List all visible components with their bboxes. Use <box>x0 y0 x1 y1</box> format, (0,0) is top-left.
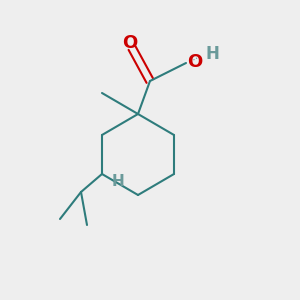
Text: O: O <box>188 53 203 71</box>
Text: H: H <box>112 174 124 189</box>
Text: H: H <box>206 45 219 63</box>
Text: O: O <box>122 34 137 52</box>
